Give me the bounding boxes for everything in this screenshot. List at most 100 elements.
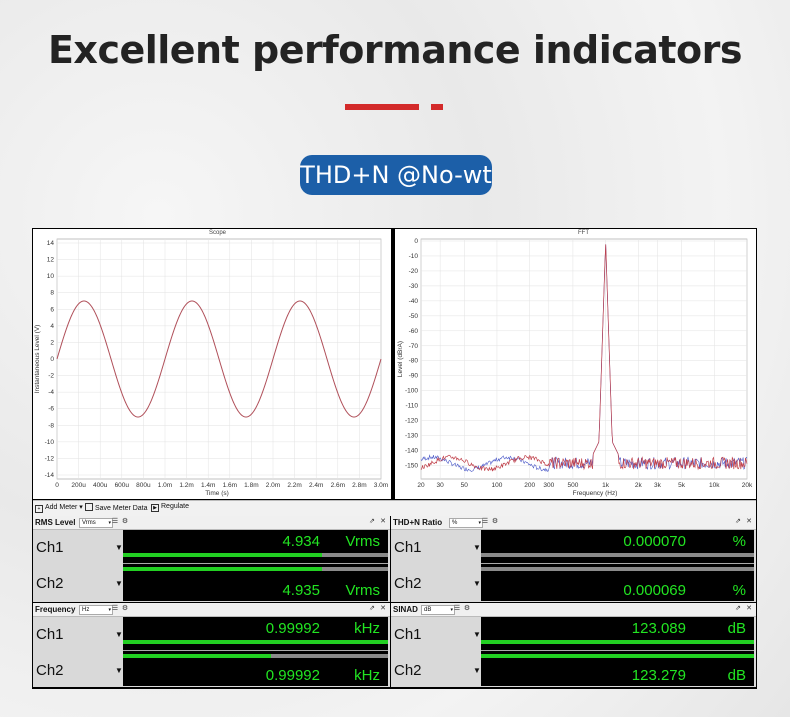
analyzer-window: Scope 14 12 10 8 6 4 2 0 -2 -4 -6 -8 -10 -12 -14 0 200u… [32, 228, 757, 689]
scope-x-tick: 2.0m [266, 482, 280, 489]
scope-x-tick: 2.6m [331, 482, 345, 489]
freq-options-icon[interactable]: ☰ [111, 605, 119, 612]
scope-y-tick: 2 [50, 339, 54, 346]
sinad-ch2-label: Ch2 [394, 662, 422, 679]
freq-popout-icon[interactable]: ⇗ [369, 605, 375, 612]
chevron-down-icon[interactable]: ▼ [473, 579, 481, 588]
fft-trace-ch1 [420, 244, 748, 472]
rms-popout-icon[interactable]: ⇗ [369, 518, 375, 525]
scope-x-axis-label: Time (s) [205, 490, 229, 497]
sinad-ch2-level-bar [481, 654, 754, 658]
scope-chart[interactable]: 14 12 10 8 6 4 2 0 -2 -4 -6 -8 -10 -12 -14 0 200u 400u 60… [33, 229, 391, 499]
scope-y-tick: 4 [50, 323, 54, 330]
sinad-options-icon[interactable]: ☰ [453, 605, 461, 612]
rms-ch1-unit: Vrms [345, 533, 380, 550]
fft-y-tick: -80 [409, 358, 419, 365]
fft-y-tick: -120 [405, 418, 418, 425]
play-icon: ▶ [151, 504, 159, 512]
chevron-down-icon: ▾ [108, 607, 111, 613]
scope-y-tick: 0 [50, 356, 54, 363]
add-meter-label: Add Meter [45, 504, 78, 511]
thd-popout-icon[interactable]: ⇗ [735, 518, 741, 525]
scope-waveform [56, 300, 382, 418]
rms-settings-icon[interactable]: ⚙ [121, 518, 129, 525]
fft-x-tick: 100 [492, 482, 503, 489]
thd-settings-icon[interactable]: ⚙ [491, 518, 499, 525]
freq-ch1-label: Ch1 [36, 626, 64, 643]
rms-ch1-label: Ch1 [36, 539, 64, 556]
fft-x-tick: 20k [742, 482, 753, 489]
thd-unit-select[interactable]: % ▾ [449, 518, 483, 528]
chevron-down-icon[interactable]: ▼ [473, 630, 481, 639]
thd-ch1-unit: % [732, 533, 746, 550]
fft-y-tick: -130 [405, 433, 418, 440]
save-meter-data-label: Save Meter Data [95, 505, 148, 512]
scope-x-tick: 600u [115, 482, 130, 489]
sinad-ch1-level-bar [481, 640, 754, 644]
fft-y-tick: -40 [409, 298, 419, 305]
rms-close-icon[interactable]: ✕ [380, 518, 386, 525]
chevron-down-icon[interactable]: ▼ [115, 579, 123, 588]
rms-unit-select[interactable]: Vrms ▾ [79, 518, 113, 528]
fft-y-tick: -20 [409, 268, 419, 275]
scope-x-tick: 2.2m [287, 482, 301, 489]
rms-options-icon[interactable]: ☰ [111, 518, 119, 525]
freq-ch2-level-bar [123, 654, 271, 658]
scope-x-tick: 1.0m [158, 482, 172, 489]
sinad-popout-icon[interactable]: ⇗ [735, 605, 741, 612]
fft-x-tick: 500 [567, 482, 578, 489]
freq-close-icon[interactable]: ✕ [380, 605, 386, 612]
scope-x-tick: 2.4m [309, 482, 323, 489]
fft-x-tick: 200 [524, 482, 535, 489]
scope-title: Scope [209, 230, 227, 236]
freq-settings-icon[interactable]: ⚙ [121, 605, 129, 612]
rms-ch2-value: 4.935 [282, 582, 320, 599]
scope-y-tick: -10 [45, 439, 55, 446]
thd-badge: THD+N @No-wt [300, 155, 492, 195]
sinad-meter-title: SINAD [393, 605, 418, 614]
rms-ch2-level-bar [123, 567, 322, 571]
sinad-meter-header: SINAD dB ▾ ☰ ⚙ ⇗ ✕ [391, 603, 756, 617]
add-meter-button[interactable]: + Add Meter ▾ [35, 503, 83, 513]
fft-x-tick: 2k [635, 482, 643, 489]
fft-x-axis-label: Frequency (Hz) [573, 490, 618, 497]
fft-x-tick: 50 [461, 482, 469, 489]
sinad-close-icon[interactable]: ✕ [746, 605, 752, 612]
thd-options-icon[interactable]: ☰ [481, 518, 489, 525]
fft-x-tick: 10k [709, 482, 720, 489]
regulate-button[interactable]: ▶ Regulate [151, 503, 189, 512]
fft-chart[interactable]: 0 -10 -20 -30 -40 -50 -60 -70 -80 -90 -100 -110 -120… [395, 229, 756, 499]
chevron-down-icon[interactable]: ▼ [473, 666, 481, 675]
thd-ch2-label: Ch2 [394, 575, 422, 592]
freq-unit-select[interactable]: Hz ▾ [79, 605, 113, 615]
accent-dot [431, 104, 443, 110]
freq-ch1-level-bar [123, 640, 388, 644]
scope-x-tick: 2.8m [352, 482, 366, 489]
chevron-down-icon[interactable]: ▼ [115, 543, 123, 552]
chevron-down-icon[interactable]: ▼ [473, 543, 481, 552]
channel-divider [123, 650, 388, 651]
channel-divider [123, 563, 388, 564]
scope-x-tick: 1.8m [244, 482, 258, 489]
fft-y-tick: -110 [405, 403, 418, 410]
thd-ch2-value: 0.000069 [623, 582, 686, 599]
add-meter-icon: + [35, 505, 43, 513]
channel-divider [481, 563, 754, 564]
sinad-settings-icon[interactable]: ⚙ [463, 605, 471, 612]
thd-ch2-bar-track [481, 567, 754, 571]
save-meter-data-button[interactable]: Save Meter Data [85, 503, 148, 512]
sinad-unit-select[interactable]: dB ▾ [421, 605, 455, 615]
freq-ch2-unit: kHz [354, 667, 380, 684]
thd-close-icon[interactable]: ✕ [746, 518, 752, 525]
fft-y-axis-label: Level (dBrA) [397, 341, 404, 377]
thd-ch1-bar-track [481, 553, 754, 557]
chevron-down-icon[interactable]: ▼ [115, 666, 123, 675]
scope-x-tick: 1.6m [223, 482, 237, 489]
scope-y-tick: -6 [48, 406, 54, 413]
fft-x-tick: 300 [543, 482, 554, 489]
chevron-down-icon[interactable]: ▼ [115, 630, 123, 639]
fft-x-tick: 30 [437, 482, 445, 489]
rms-meter-header: RMS Level Vrms ▾ ☰ ⚙ ⇗ ✕ [33, 516, 390, 530]
fft-y-tick: -100 [405, 388, 418, 395]
scope-y-tick: 8 [50, 290, 54, 297]
